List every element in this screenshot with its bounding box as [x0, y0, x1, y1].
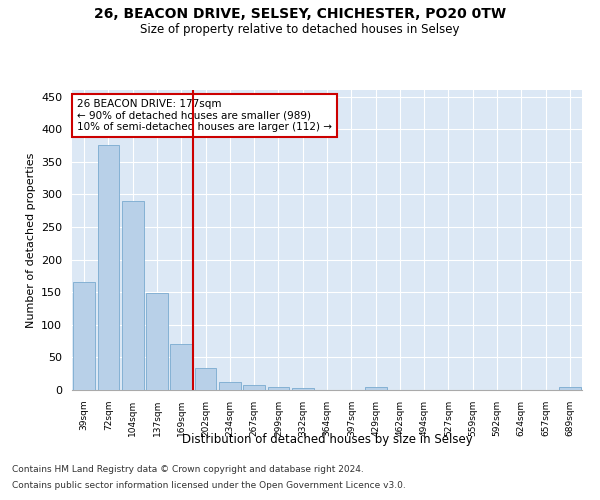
Bar — [365, 386, 386, 390]
Bar — [559, 388, 581, 390]
Y-axis label: Number of detached properties: Number of detached properties — [26, 152, 35, 328]
Text: Size of property relative to detached houses in Selsey: Size of property relative to detached ho… — [140, 22, 460, 36]
Text: Distribution of detached houses by size in Selsey: Distribution of detached houses by size … — [182, 432, 472, 446]
Text: Contains public sector information licensed under the Open Government Licence v3: Contains public sector information licen… — [12, 480, 406, 490]
Bar — [73, 282, 95, 390]
Text: Contains HM Land Registry data © Crown copyright and database right 2024.: Contains HM Land Registry data © Crown c… — [12, 466, 364, 474]
Bar — [146, 294, 168, 390]
Bar — [194, 368, 217, 390]
Bar — [243, 386, 265, 390]
Bar — [170, 344, 192, 390]
Bar — [219, 382, 241, 390]
Text: 26, BEACON DRIVE, SELSEY, CHICHESTER, PO20 0TW: 26, BEACON DRIVE, SELSEY, CHICHESTER, PO… — [94, 8, 506, 22]
Text: 26 BEACON DRIVE: 177sqm
← 90% of detached houses are smaller (989)
10% of semi-d: 26 BEACON DRIVE: 177sqm ← 90% of detache… — [77, 99, 332, 132]
Bar — [122, 201, 143, 390]
Bar — [292, 388, 314, 390]
Bar — [268, 386, 289, 390]
Bar — [97, 146, 119, 390]
